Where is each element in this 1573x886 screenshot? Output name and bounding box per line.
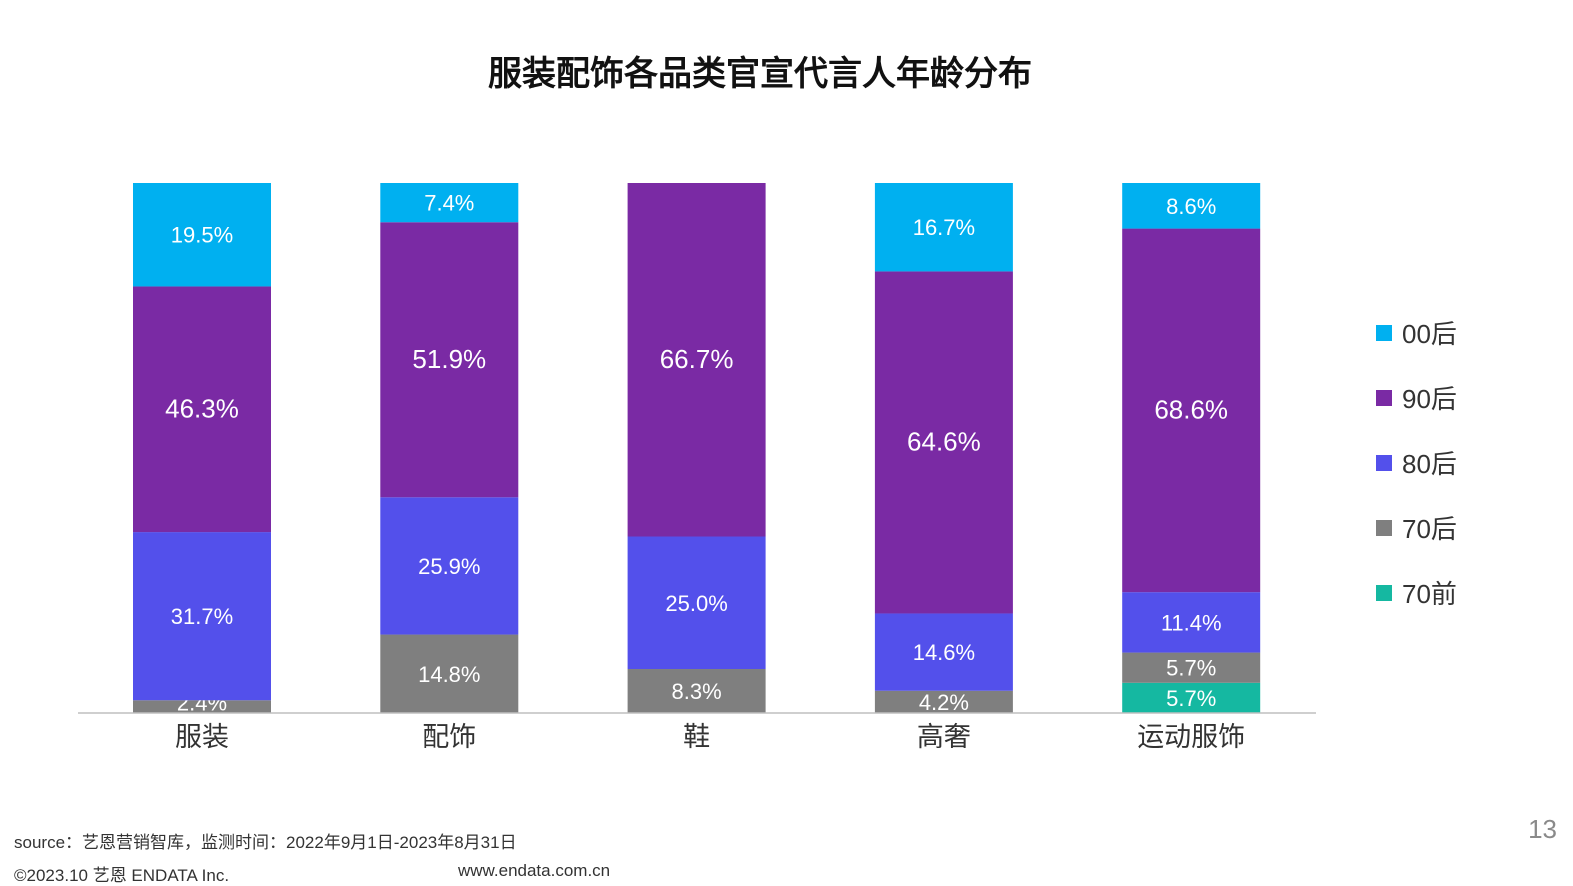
data-label: 64.6% [907, 426, 981, 456]
legend-label: 90后 [1402, 384, 1457, 414]
legend-label: 00后 [1402, 319, 1457, 349]
bar-segment [133, 532, 271, 701]
bar-segment [1122, 682, 1261, 713]
data-label: 8.6% [1166, 194, 1216, 219]
x-tick-label: 运动服饰 [1137, 722, 1245, 752]
bar-segment [133, 286, 271, 533]
data-label: 16.7% [913, 215, 975, 240]
legend-swatch [1376, 324, 1392, 341]
bar-segment [1122, 592, 1261, 653]
legend-label: 70后 [1402, 514, 1457, 544]
bar-segment [1122, 652, 1261, 683]
x-tick-label: 鞋 [683, 722, 710, 752]
data-label: 14.6% [913, 640, 975, 665]
legend-item: 90后 [1376, 365, 1457, 430]
legend-swatch [1376, 454, 1392, 471]
bar-segment [133, 183, 271, 287]
data-label: 5.7% [1166, 656, 1216, 681]
copyright-text: ©2023.10 艺恩 ENDATA Inc. [14, 866, 230, 885]
data-label: 25.9% [418, 554, 480, 579]
legend-swatch [1376, 584, 1392, 601]
data-label: 31.7% [171, 604, 233, 629]
legend-item: 70后 [1376, 495, 1457, 560]
legend-item: 70前 [1376, 560, 1457, 625]
data-label: 4.2% [919, 690, 969, 715]
data-label: 19.5% [171, 223, 233, 248]
legend-label: 80后 [1402, 449, 1457, 479]
bar-segment [380, 497, 519, 635]
page-number: 13 [1528, 814, 1557, 844]
legend-item: 00后 [1376, 300, 1457, 365]
bar-segment [380, 183, 519, 223]
bar-segment [380, 222, 519, 498]
bar-segment [627, 536, 766, 670]
bar-segment [874, 183, 1013, 272]
data-label: 46.3% [165, 393, 239, 423]
bar-segment [627, 669, 766, 713]
data-label: 11.4% [1161, 610, 1222, 635]
x-tick-label: 高奢 [917, 722, 971, 752]
data-label: 14.8% [418, 662, 480, 687]
bar-segment [874, 690, 1013, 713]
bar-segment [874, 271, 1013, 614]
bar-segment [380, 634, 519, 713]
data-label: 8.3% [672, 679, 722, 704]
data-label: 68.6% [1154, 394, 1228, 424]
data-label: 25.0% [665, 591, 727, 616]
data-label: 66.7% [660, 344, 734, 374]
x-tick-label: 配饰 [422, 722, 476, 752]
legend-swatch [1376, 519, 1392, 536]
bar-segment [1122, 228, 1261, 593]
legend-label: 70前 [1402, 579, 1457, 609]
chart-title: 服装配饰各品类官宣代言人年龄分布 [488, 54, 1032, 94]
bar-segment [133, 700, 271, 713]
source-note: source：艺恩营销智库，监测时间：2022年9月1日-2023年8月31日 [14, 833, 517, 852]
legend-swatch [1376, 389, 1392, 406]
legend-item: 80后 [1376, 430, 1457, 495]
bar-segment [627, 183, 766, 537]
x-tick-label: 服装 [175, 722, 229, 752]
chart-legend: 00后 90后 80后 70后 70前 [1376, 300, 1457, 625]
bar-segment [874, 613, 1013, 691]
data-label: 7.4% [424, 191, 474, 216]
website-url: www.endata.com.cn [458, 861, 611, 880]
bar-segment [1122, 183, 1261, 229]
data-label: 51.9% [412, 344, 486, 374]
data-label: 5.7% [1166, 686, 1216, 711]
